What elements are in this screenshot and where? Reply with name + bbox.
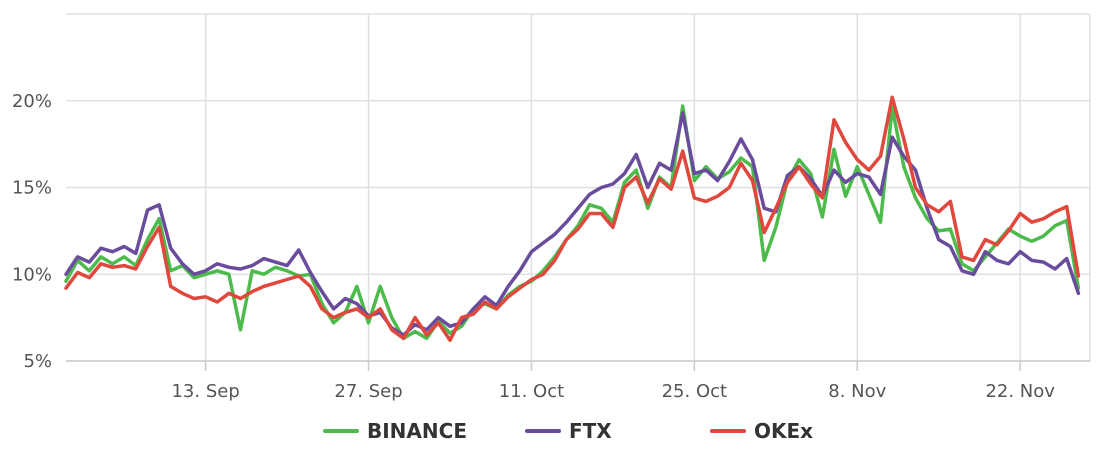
grid <box>66 13 1091 362</box>
x-tick-label: 25. Oct <box>662 381 727 402</box>
legend-item-okex[interactable]: OKEx <box>710 419 813 443</box>
x-tick-label: 8. Nov <box>828 381 886 402</box>
x-tick-label: 13. Sep <box>171 381 239 402</box>
series-line-okex <box>64 95 1081 342</box>
legend-label: OKEx <box>754 419 813 443</box>
y-axis: 5% 10% 15% 20% <box>12 91 52 372</box>
legend-item-ftx[interactable]: FTX <box>525 419 612 443</box>
y-tick-label: 15% <box>12 178 52 199</box>
y-tick-label: 20% <box>12 91 52 112</box>
x-tick-label: 22. Nov <box>985 381 1055 402</box>
x-tick-label: 27. Sep <box>334 381 402 402</box>
legend-label: BINANCE <box>367 419 467 443</box>
legend-item-binance[interactable]: BINANCE <box>323 419 467 443</box>
legend: BINANCE FTX OKEx <box>323 419 813 443</box>
legend-label: FTX <box>569 419 612 443</box>
x-tick-label: 11. Oct <box>499 381 564 402</box>
y-tick-label: 10% <box>12 264 52 285</box>
y-tick-label: 5% <box>23 351 52 372</box>
series-group <box>64 95 1081 342</box>
x-axis: 13. Sep 27. Sep 11. Oct 25. Oct 8. Nov 22. No… <box>66 360 1090 402</box>
